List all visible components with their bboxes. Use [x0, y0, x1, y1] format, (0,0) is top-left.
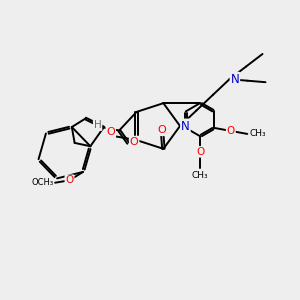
Text: CH₃: CH₃ [250, 129, 266, 138]
Text: O: O [65, 175, 74, 185]
Text: O: O [158, 125, 166, 135]
Text: O: O [227, 126, 235, 136]
Text: O: O [106, 127, 115, 137]
Text: OCH₃: OCH₃ [32, 178, 54, 187]
Text: N: N [230, 73, 239, 86]
Text: O: O [196, 147, 204, 157]
Text: H: H [94, 120, 101, 130]
Text: O: O [130, 136, 139, 147]
Text: CH₃: CH₃ [192, 171, 208, 180]
Text: N: N [181, 119, 190, 133]
